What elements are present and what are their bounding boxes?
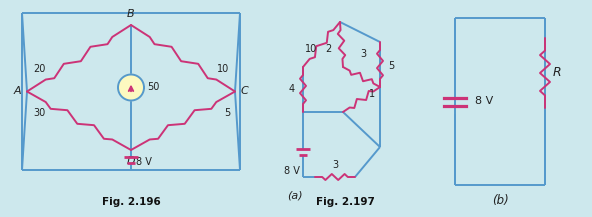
Text: 4: 4: [289, 84, 295, 94]
Text: 3: 3: [360, 49, 366, 59]
Text: (b): (b): [491, 194, 509, 207]
Text: 8 V: 8 V: [284, 166, 300, 176]
Text: Fig. 2.196: Fig. 2.196: [102, 197, 160, 207]
Text: Fig. 2.197: Fig. 2.197: [316, 197, 374, 207]
Text: A: A: [14, 87, 21, 97]
Text: B: B: [127, 9, 135, 19]
Text: 2: 2: [326, 44, 332, 54]
Text: 1: 1: [369, 89, 375, 99]
Text: 10: 10: [305, 44, 317, 54]
Text: D: D: [127, 156, 136, 166]
Text: 3: 3: [332, 160, 338, 170]
Text: 5: 5: [388, 61, 394, 71]
Text: C: C: [241, 87, 249, 97]
Text: 10: 10: [217, 64, 229, 74]
Text: (a): (a): [287, 190, 303, 200]
Text: R: R: [553, 66, 562, 79]
Text: 8 V: 8 V: [475, 97, 493, 107]
Text: 8 V: 8 V: [136, 157, 152, 167]
Text: 20: 20: [33, 64, 45, 74]
Text: 50: 50: [147, 82, 159, 92]
Polygon shape: [118, 74, 144, 100]
Text: 30: 30: [33, 108, 45, 118]
Text: 5: 5: [224, 108, 230, 118]
